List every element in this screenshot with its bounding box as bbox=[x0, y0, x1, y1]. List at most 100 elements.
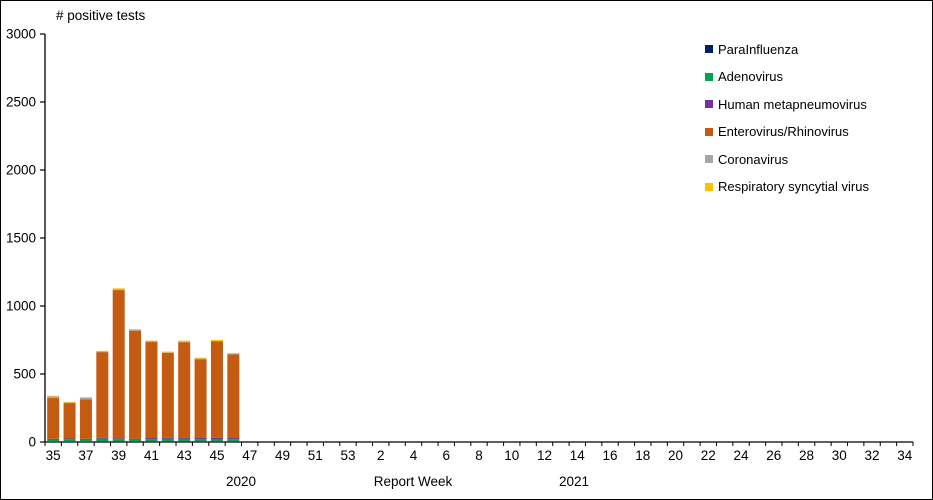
bar-segment bbox=[194, 357, 207, 359]
bar-segment bbox=[129, 439, 142, 442]
y-axis-tick-label: 0 bbox=[28, 435, 36, 450]
bar-segment bbox=[194, 439, 207, 442]
x-axis-tick-label: 35 bbox=[46, 448, 61, 463]
x-axis-tick-label: 6 bbox=[442, 448, 450, 463]
x-axis-tick-label: 39 bbox=[111, 448, 126, 463]
x-axis-tick-label: 51 bbox=[308, 448, 323, 463]
bar-segment bbox=[47, 396, 60, 399]
bar-segment bbox=[129, 330, 142, 331]
bar-segment bbox=[178, 342, 191, 438]
bar-segment bbox=[47, 439, 60, 442]
bar-segment bbox=[47, 395, 60, 397]
legend-label: Coronavirus bbox=[718, 151, 789, 167]
legend-item: Human metapneumovirus bbox=[705, 96, 869, 112]
bar-segment bbox=[161, 441, 174, 443]
legend-swatch-icon bbox=[705, 100, 713, 109]
y-axis-tick-label: 2000 bbox=[6, 163, 36, 178]
bar-segment bbox=[227, 354, 240, 439]
bar-segment bbox=[47, 441, 60, 443]
bar-segment bbox=[47, 438, 60, 440]
bar-segment bbox=[79, 397, 92, 398]
x-axis-tick-label: 4 bbox=[410, 448, 418, 463]
x-axis-tick-label: 26 bbox=[766, 448, 781, 463]
x-axis-tick-label: 28 bbox=[799, 448, 814, 463]
bar-segment bbox=[194, 359, 207, 438]
bar-segment bbox=[210, 439, 223, 442]
bar-segment bbox=[210, 340, 223, 341]
bar-segment bbox=[227, 438, 240, 440]
x-axis-tick-label: 49 bbox=[275, 448, 290, 463]
x-axis-tick-label: 12 bbox=[537, 448, 552, 463]
x-axis-tick-label: 41 bbox=[144, 448, 159, 463]
bar-segment bbox=[63, 439, 76, 442]
legend-label: ParaInfluenza bbox=[718, 41, 799, 57]
bar-segment bbox=[194, 441, 207, 443]
x-axis-tick-label: 22 bbox=[701, 448, 716, 463]
legend-item: ParaInfluenza bbox=[705, 41, 869, 57]
x-axis-title: Report Week bbox=[373, 474, 453, 489]
legend-swatch-icon bbox=[705, 155, 713, 164]
y-axis-tick-label: 500 bbox=[13, 367, 36, 382]
y-axis-tick-label: 2500 bbox=[6, 95, 36, 110]
bar-segment bbox=[178, 341, 191, 343]
bar-segment bbox=[161, 438, 174, 442]
bar-segment bbox=[129, 441, 142, 443]
bar-segment bbox=[129, 438, 142, 440]
x-axis-tick-label: 2 bbox=[377, 448, 385, 463]
x-axis-tick-label: 34 bbox=[897, 448, 913, 463]
legend-label: Enterovirus/Rhinovirus bbox=[718, 124, 849, 140]
x-axis-tick-label: 8 bbox=[475, 448, 483, 463]
bar-segment bbox=[96, 438, 109, 442]
y-axis-tick-label: 1000 bbox=[6, 299, 36, 314]
legend-item: Respiratory syncytial virus bbox=[705, 179, 869, 194]
legend-swatch-icon bbox=[705, 182, 713, 191]
bar-segment bbox=[161, 437, 174, 439]
x-axis-tick-label: 14 bbox=[570, 448, 586, 463]
x-axis-tick-label: 18 bbox=[635, 448, 650, 463]
legend-item: Enterovirus/Rhinovirus bbox=[705, 124, 869, 140]
bar-segment bbox=[210, 441, 223, 443]
bar-segment bbox=[145, 441, 158, 443]
bar-segment bbox=[178, 441, 191, 443]
legend-swatch-icon bbox=[705, 45, 713, 53]
bar-segment bbox=[63, 441, 76, 443]
legend-swatch-icon bbox=[705, 72, 713, 81]
bar-segment bbox=[96, 350, 109, 352]
bar-segment bbox=[227, 353, 240, 355]
bar-segment bbox=[79, 441, 92, 443]
bar-segment bbox=[194, 437, 207, 440]
bar-segment bbox=[112, 289, 125, 291]
x-axis-tick-label: 53 bbox=[340, 448, 355, 463]
bar-segment bbox=[96, 441, 109, 443]
bar-segment bbox=[145, 439, 158, 442]
bar-segment bbox=[161, 352, 174, 438]
bar-segment bbox=[129, 329, 142, 331]
chart-legend: ParaInfluenza Adenovirus Human metapneumov… bbox=[705, 42, 869, 208]
x-axis-tick-label: 20 bbox=[668, 448, 683, 463]
bar-segment bbox=[79, 439, 92, 442]
x-axis-tick-label: 10 bbox=[504, 448, 519, 463]
x-axis-tick-label: 24 bbox=[734, 448, 750, 463]
bar-segment bbox=[145, 342, 158, 439]
chart-title: # positive tests bbox=[56, 8, 146, 23]
bar-segment bbox=[145, 340, 158, 342]
x-axis-tick-label: 32 bbox=[865, 448, 880, 463]
bar-segment bbox=[145, 438, 158, 440]
bar-segment bbox=[161, 351, 174, 353]
bar-segment bbox=[79, 399, 92, 439]
bar-segment bbox=[79, 397, 92, 400]
bar-segment bbox=[112, 439, 125, 442]
legend-label: Human metapneumovirus bbox=[718, 96, 867, 112]
bar-segment bbox=[63, 438, 76, 440]
bar-segment bbox=[210, 341, 223, 438]
bar-segment bbox=[112, 290, 125, 439]
bar-segment bbox=[161, 352, 174, 353]
bar-segment bbox=[194, 358, 207, 360]
bar-segment bbox=[227, 441, 240, 443]
bar-segment bbox=[63, 403, 76, 439]
x-axis-tick-label: 47 bbox=[242, 448, 257, 463]
x-axis-tick-label: 30 bbox=[832, 448, 847, 463]
bar-segment bbox=[178, 340, 191, 342]
bar-segment bbox=[112, 438, 125, 440]
